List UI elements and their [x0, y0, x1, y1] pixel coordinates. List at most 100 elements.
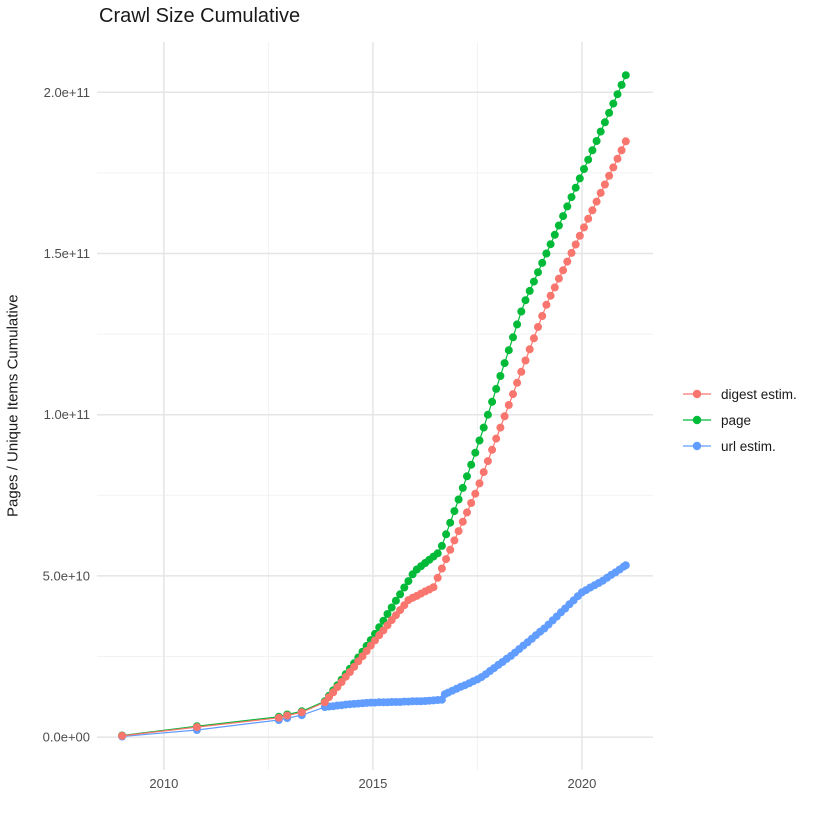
data-point-digest-estim [504, 401, 513, 409]
data-point-digest-estim [584, 214, 593, 223]
data-point-page [571, 183, 580, 192]
legend-label-page: page [721, 412, 752, 428]
data-point-digest-estim [580, 223, 588, 232]
legend-key-url-estim-icon [683, 441, 711, 451]
data-point-digest-estim [467, 499, 476, 507]
data-point-digest-estim [567, 248, 576, 257]
data-point-digest-estim [617, 146, 626, 155]
data-point-digest-estim [513, 378, 522, 387]
data-point-digest-estim [588, 206, 597, 215]
series-line-url-estim [122, 564, 627, 738]
y-tick-label: 1.0e+11 [44, 407, 90, 422]
data-point-page [534, 268, 542, 277]
data-point-page [538, 258, 547, 267]
data-point-page [596, 127, 605, 136]
data-point-page [458, 483, 467, 492]
data-point-digest-estim [538, 312, 547, 320]
data-point-digest-estim [509, 390, 517, 399]
data-point-digest-estim [488, 445, 497, 454]
data-point-page [475, 436, 484, 445]
data-point-page [517, 307, 526, 316]
data-point-url-estim [621, 561, 630, 570]
data-point-digest-estim [605, 171, 614, 180]
data-point-page [391, 596, 400, 605]
data-point-digest-estim [429, 583, 438, 592]
data-point-page [554, 221, 563, 230]
data-point-page [617, 80, 626, 89]
data-point-page [404, 577, 413, 586]
data-point-page [488, 397, 497, 406]
data-point-digest-estim [517, 367, 526, 376]
chart-title: Crawl Size Cumulative [99, 5, 301, 27]
data-point-digest-estim [479, 468, 488, 477]
data-point-page [605, 108, 614, 117]
data-point-page [492, 384, 501, 393]
y-tick-label: 0.0e+00 [43, 730, 90, 745]
data-point-page [433, 549, 442, 558]
data-point-page [550, 230, 559, 239]
data-point-digest-estim [362, 647, 371, 655]
data-point-page [479, 423, 488, 432]
data-point-digest-estim [492, 434, 501, 443]
data-point-digest-estim [297, 708, 306, 717]
legend-label-url-estim: url estim. [721, 438, 776, 454]
data-point-digest-estim [525, 345, 534, 354]
legend: digest estim. page url estim. [681, 381, 797, 459]
data-point-page [563, 202, 572, 211]
data-point-page [521, 296, 530, 305]
data-point-digest-estim [596, 188, 605, 197]
data-point-page [400, 583, 409, 592]
data-point-page [575, 174, 584, 183]
data-point-digest-estim [496, 423, 505, 432]
data-point-digest-estim [446, 545, 455, 554]
data-point-page [446, 518, 455, 527]
legend-label-digest-estim: digest estim. [721, 386, 797, 402]
legend-item-page: page [681, 407, 797, 433]
y-tick-label: 1.5e+11 [44, 246, 90, 261]
data-point-digest-estim [475, 479, 484, 488]
x-tick-label: 2020 [567, 776, 596, 791]
data-point-digest-estim [546, 291, 555, 300]
data-point-digest-estim [442, 555, 451, 564]
data-point-digest-estim [521, 356, 530, 365]
data-point-digest-estim [534, 323, 542, 331]
data-point-digest-estim [571, 240, 580, 249]
legend-key-digest-estim-icon [683, 389, 711, 399]
data-point-page [396, 590, 405, 599]
data-point-digest-estim [592, 197, 601, 206]
data-point-page [584, 155, 593, 164]
data-point-page [500, 359, 509, 368]
data-point-digest-estim [274, 713, 283, 722]
data-point-digest-estim [350, 662, 359, 671]
x-tick-label: 2010 [149, 776, 178, 791]
data-point-digest-estim [471, 489, 480, 498]
data-point-digest-estim [463, 508, 471, 517]
data-point-digest-estim [609, 163, 618, 172]
data-point-page [383, 610, 392, 618]
data-point-page [600, 118, 609, 127]
legend-item-digest-estim: digest estim. [681, 381, 797, 407]
data-point-page [387, 603, 396, 612]
x-tick-label: 2015 [358, 776, 387, 791]
data-point-page [463, 472, 471, 481]
data-point-digest-estim [621, 137, 630, 146]
data-point-page [621, 71, 630, 80]
data-point-page [613, 90, 622, 99]
data-point-digest-estim [458, 517, 467, 526]
data-point-digest-estim [554, 274, 563, 283]
data-point-page [513, 320, 522, 329]
data-point-page [471, 448, 480, 457]
y-tick-label: 2.0e+11 [44, 85, 90, 100]
data-point-digest-estim [600, 180, 609, 189]
data-point-page [504, 346, 513, 355]
data-point-digest-estim [550, 283, 559, 292]
data-point-digest-estim [575, 231, 584, 240]
data-point-digest-estim [454, 527, 463, 536]
data-point-digest-estim [450, 536, 459, 545]
data-point-page [525, 286, 534, 295]
data-point-page [529, 277, 538, 286]
data-point-digest-estim [433, 573, 442, 582]
legend-key-page-icon [683, 415, 711, 425]
